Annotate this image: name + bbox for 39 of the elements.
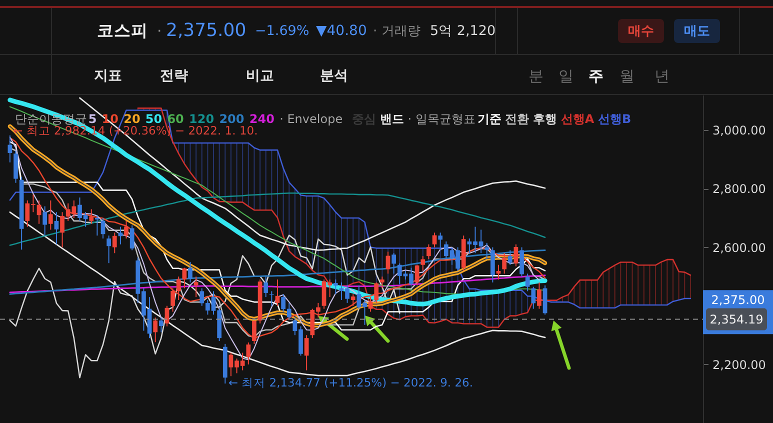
text: −1.69% — [255, 23, 310, 39]
text: 5억 2,120 — [430, 23, 496, 39]
y-tick-label: 2,600.00 — [712, 240, 766, 255]
chart-title: 코스피 — [97, 21, 148, 40]
y-tick-label: 3,000.00 — [712, 124, 766, 138]
text: 200 — [219, 112, 244, 126]
text: 전략 — [160, 68, 188, 84]
text: 20 — [124, 112, 140, 126]
y-tick-label: 2,800.00 — [712, 182, 766, 196]
text: 분 — [528, 67, 544, 85]
text: 후행 — [533, 112, 558, 126]
text: 분석 — [320, 68, 348, 84]
text: 50 — [145, 112, 162, 126]
text: 2,375.00 — [166, 20, 246, 41]
annotation: · Envelope — [280, 112, 343, 126]
text: 선행A — [560, 112, 595, 126]
text: · — [157, 22, 162, 40]
text: 일 — [558, 67, 574, 85]
text: 매도 — [684, 24, 710, 39]
text: 월 — [620, 67, 634, 85]
text: 선행B — [598, 112, 632, 126]
text: 매수 — [628, 24, 654, 39]
text: 120 — [189, 112, 214, 126]
annotation: · 일목균형표 — [408, 112, 476, 126]
text: 2,375.00 — [711, 293, 765, 308]
ref-line-label: 2,354.19 — [710, 312, 764, 326]
text: 5 — [88, 112, 97, 126]
text: 기준 — [477, 112, 502, 126]
text: 240 — [249, 112, 274, 126]
text: 전환 — [505, 112, 530, 126]
text: 주 — [588, 67, 604, 85]
y-tick-label: 2,200.00 — [712, 358, 766, 372]
annotation: ← 최저 2,134.77 (+11.25%) − 2022. 9. 26. — [228, 376, 474, 390]
text: · 거래량 — [373, 24, 420, 39]
text: 밴드 — [380, 112, 404, 126]
text: 비교 — [246, 68, 274, 84]
text: ▼40.80 — [316, 23, 367, 39]
text: 지표 — [94, 68, 122, 84]
text: 년 — [654, 67, 670, 85]
